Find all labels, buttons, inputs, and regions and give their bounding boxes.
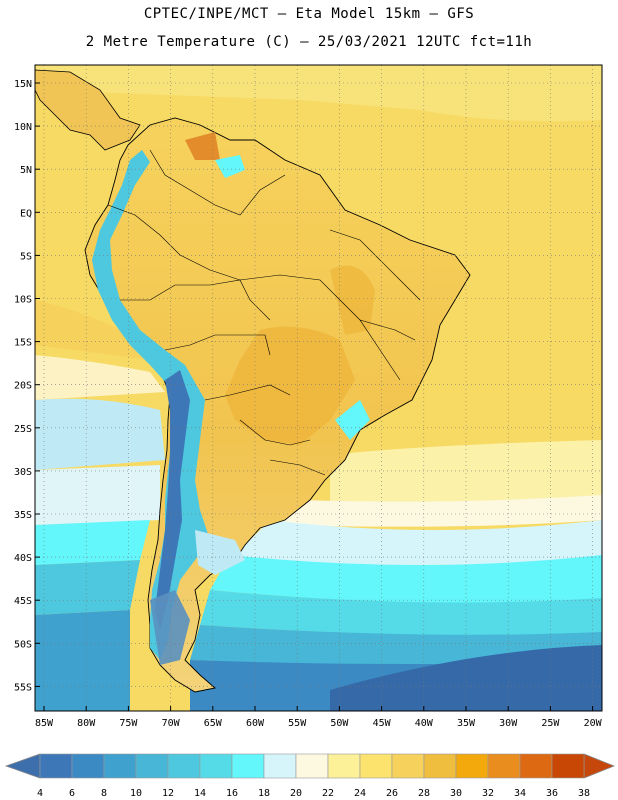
- colorbar-label: 10: [130, 788, 142, 799]
- colorbar-label: 6: [69, 788, 75, 799]
- colorbar-swatch: [423, 753, 457, 779]
- colorbar-label: 22: [322, 788, 334, 799]
- lon-label: 20W: [584, 718, 603, 729]
- colorbar-label: 36: [546, 788, 558, 799]
- lon-label: 45W: [373, 718, 392, 729]
- colorbar-label: 12: [162, 788, 174, 799]
- ocean-field-atlantic-16: [210, 555, 602, 604]
- ocean-field-pacific-warm: [35, 300, 150, 360]
- colorbar-label: 14: [194, 788, 206, 799]
- ocean-field-atlantic-18: [230, 520, 602, 565]
- colorbar-swatch: [167, 753, 201, 779]
- patagonia-mild: [195, 530, 245, 575]
- guiana-highlands-cool: [215, 155, 245, 178]
- lat-label: 50S: [14, 639, 32, 650]
- lon-label: 80W: [77, 718, 96, 729]
- colorbar-swatch: [551, 753, 585, 779]
- lon-label: 70W: [162, 718, 181, 729]
- lat-label: 15S: [14, 338, 32, 349]
- ocean-field-pacific-10: [35, 610, 130, 711]
- colorbar-swatch: [487, 753, 521, 779]
- colorbar-swatch: [231, 753, 265, 779]
- temperature-colorbar: 4 6 8 10 12 14 16 18 20 22 24 26 28 30 32 34 36 38: [4, 753, 616, 799]
- colorbar-label: 38: [578, 788, 590, 799]
- lat-label: EQ: [20, 208, 32, 219]
- lon-label: 30W: [499, 718, 518, 729]
- lat-label: 5S: [20, 251, 32, 262]
- colorbar-label: 34: [514, 788, 526, 799]
- lat-label: 25S: [14, 424, 32, 435]
- lon-label: 40W: [415, 718, 434, 729]
- longitude-axis: 85W 80W 75W 70W 65W 60W 55W 50W 45W 40W 35W 30W 25W 2…: [35, 706, 603, 729]
- ocean-field-atlantic-22: [280, 495, 602, 527]
- colorbar-swatch: [391, 753, 425, 779]
- lon-label: 60W: [246, 718, 265, 729]
- lon-label: 65W: [204, 718, 223, 729]
- central-america-landmass: [35, 69, 141, 151]
- lat-label: 35S: [14, 510, 32, 521]
- lat-label: 55S: [14, 682, 32, 693]
- andes-cold-ridge: [92, 150, 210, 660]
- lon-label: 35W: [457, 718, 476, 729]
- colorbar-swatch: [359, 753, 393, 779]
- ocean-field-pacific-16: [35, 520, 150, 565]
- lon-label: 85W: [35, 718, 54, 729]
- andes-cold-core: [155, 370, 190, 630]
- colorbar-swatch: [135, 753, 169, 779]
- ocean-field-22: [35, 355, 165, 400]
- colorbar-label: 26: [386, 788, 398, 799]
- lon-label: 75W: [119, 718, 138, 729]
- colorbar-label: 24: [354, 788, 366, 799]
- colorbar-swatch: [71, 753, 105, 779]
- graticule: [35, 65, 602, 711]
- colorbar-label: 20: [290, 788, 302, 799]
- map-field: [35, 65, 602, 711]
- latitude-axis: 15N 10N 5N EQ 5S 10S 15S 20S 25S 30S 35S 40S 45S 50S 5…: [14, 79, 40, 693]
- ocean-field-pacific-12: [35, 560, 140, 615]
- colorbar-swatch: [295, 753, 329, 779]
- lat-label: 10S: [14, 295, 32, 306]
- colorbar-label: 32: [482, 788, 494, 799]
- hot-spot-venezuela: [185, 132, 220, 160]
- colorbar-swatch: [103, 753, 137, 779]
- serra-do-mar-cool: [335, 400, 370, 440]
- colorbar-label: 16: [226, 788, 238, 799]
- ocean-field-atlantic-24: [330, 440, 602, 510]
- lat-label: 40S: [14, 553, 32, 564]
- colorbar-swatch: [199, 753, 233, 779]
- ocean-field-atlantic-14: [200, 590, 602, 637]
- ocean-field-pacific-18: [35, 398, 165, 470]
- lat-label: 5N: [20, 165, 32, 176]
- lat-label: 15N: [14, 79, 32, 90]
- map-title-line-2: 2 Metre Temperature (C) – 25/03/2021 12U…: [85, 34, 533, 50]
- colorbar-label: 28: [418, 788, 430, 799]
- colorbar-swatch: [455, 753, 489, 779]
- lon-label: 55W: [288, 718, 307, 729]
- lat-label: 45S: [14, 596, 32, 607]
- colorbar-low-arrow: [4, 753, 41, 779]
- colorbar-label: 18: [258, 788, 270, 799]
- lon-label: 50W: [330, 718, 349, 729]
- ocean-field-north: [35, 65, 602, 122]
- colorbar-swatch: [263, 753, 297, 779]
- colorbar-swatch: [519, 753, 553, 779]
- colorbar-swatch: [39, 753, 73, 779]
- colorbar-label: 4: [37, 788, 43, 799]
- map-frame: [34, 64, 603, 712]
- lat-label: 10N: [14, 122, 32, 133]
- warm-core-northeast: [330, 265, 375, 335]
- map-title-line-1: CPTEC/INPE/MCT – Eta Model 15km – GFS: [143, 6, 475, 22]
- colorbar-label: 30: [450, 788, 462, 799]
- ocean-field-pacific-20: [35, 465, 160, 525]
- lon-label: 25W: [541, 718, 560, 729]
- lat-label: 30S: [14, 467, 32, 478]
- warm-core-interior: [225, 326, 355, 445]
- colorbar-high-arrow: [583, 753, 616, 779]
- country-borders: [107, 149, 421, 476]
- colorbar-swatch: [327, 753, 361, 779]
- colorbar-label: 8: [101, 788, 107, 799]
- lat-label: 20S: [14, 381, 32, 392]
- patagonia-cold: [150, 590, 190, 665]
